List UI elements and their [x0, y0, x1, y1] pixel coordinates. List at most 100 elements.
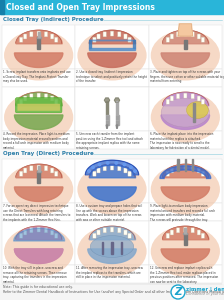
FancyBboxPatch shape: [93, 171, 96, 176]
Polygon shape: [15, 249, 63, 263]
Bar: [0, 284, 224, 300]
Circle shape: [92, 166, 94, 169]
Bar: [38, 166, 40, 171]
FancyBboxPatch shape: [37, 165, 40, 170]
Circle shape: [88, 170, 90, 172]
FancyBboxPatch shape: [170, 34, 173, 39]
Bar: [37, 171, 41, 172]
FancyBboxPatch shape: [176, 166, 180, 171]
Bar: [149, 203, 222, 221]
Bar: [75, 203, 149, 221]
FancyBboxPatch shape: [93, 37, 96, 42]
Text: Confidence in your hands: Confidence in your hands: [187, 292, 224, 296]
Bar: [116, 101, 118, 115]
Text: 1. Screw implant transfers onto implants and use
a Closed-tray Tray. The Implant: 1. Screw implant transfers onto implants…: [3, 70, 71, 83]
Circle shape: [98, 163, 101, 166]
Bar: [111, 242, 113, 254]
Ellipse shape: [78, 164, 146, 214]
Bar: [75, 159, 149, 203]
Ellipse shape: [90, 236, 134, 257]
FancyBboxPatch shape: [191, 228, 194, 233]
Bar: [75, 87, 149, 131]
Text: 5. Unscrew each transfer from the implant
position using the 1-Zimmer Hex tool a: 5. Unscrew each transfer from the implan…: [76, 132, 143, 150]
FancyBboxPatch shape: [191, 166, 194, 171]
FancyBboxPatch shape: [37, 227, 40, 232]
Bar: [193, 103, 195, 122]
Text: Closed and Open Tray Impressions: Closed and Open Tray Impressions: [6, 2, 155, 11]
FancyBboxPatch shape: [197, 96, 200, 101]
FancyBboxPatch shape: [19, 37, 23, 42]
Polygon shape: [15, 249, 63, 263]
Bar: [0, 0, 4, 14]
Polygon shape: [161, 249, 209, 263]
FancyBboxPatch shape: [55, 99, 58, 104]
FancyBboxPatch shape: [24, 168, 27, 173]
Bar: [75, 265, 149, 283]
FancyBboxPatch shape: [124, 34, 127, 39]
FancyBboxPatch shape: [118, 228, 121, 233]
FancyBboxPatch shape: [19, 233, 23, 238]
Text: zimmer | dental: zimmer | dental: [187, 287, 224, 292]
Ellipse shape: [161, 98, 209, 127]
Polygon shape: [15, 115, 63, 130]
FancyBboxPatch shape: [51, 34, 54, 39]
FancyBboxPatch shape: [191, 32, 194, 37]
FancyBboxPatch shape: [55, 171, 58, 176]
FancyBboxPatch shape: [170, 168, 173, 173]
Polygon shape: [161, 53, 209, 68]
Bar: [121, 242, 123, 254]
Polygon shape: [114, 98, 119, 102]
Bar: [183, 233, 187, 234]
Text: 2. Use a closed tray (indirect) impression
technique to select and positively re: 2. Use a closed tray (indirect) impressi…: [76, 70, 147, 83]
Bar: [38, 32, 40, 37]
Bar: [184, 228, 186, 233]
FancyBboxPatch shape: [197, 230, 200, 235]
FancyBboxPatch shape: [201, 171, 205, 176]
FancyBboxPatch shape: [30, 94, 33, 99]
Text: Z: Z: [174, 287, 182, 297]
Polygon shape: [89, 48, 135, 50]
FancyBboxPatch shape: [51, 96, 54, 101]
Polygon shape: [161, 187, 209, 202]
FancyBboxPatch shape: [103, 32, 106, 37]
FancyBboxPatch shape: [19, 99, 23, 104]
FancyBboxPatch shape: [24, 230, 27, 235]
Ellipse shape: [151, 30, 220, 80]
FancyBboxPatch shape: [44, 166, 48, 171]
FancyBboxPatch shape: [44, 32, 48, 37]
Circle shape: [115, 162, 118, 164]
FancyBboxPatch shape: [124, 168, 127, 173]
Polygon shape: [89, 40, 91, 48]
Bar: [37, 37, 40, 49]
FancyBboxPatch shape: [170, 96, 173, 101]
Ellipse shape: [151, 164, 220, 214]
Bar: [149, 25, 222, 69]
FancyBboxPatch shape: [51, 230, 54, 235]
FancyBboxPatch shape: [97, 168, 100, 173]
Polygon shape: [161, 115, 209, 130]
Text: Note: This guide is for educational use only.
Refer to the Zimmer Dental Handboo: Note: This guide is for educational use …: [3, 285, 224, 294]
Polygon shape: [88, 187, 136, 202]
Polygon shape: [88, 249, 136, 263]
Ellipse shape: [151, 92, 220, 142]
Bar: [75, 69, 149, 87]
FancyBboxPatch shape: [103, 166, 106, 171]
Bar: [184, 233, 187, 245]
Bar: [2, 69, 75, 87]
Ellipse shape: [78, 30, 146, 80]
FancyBboxPatch shape: [110, 227, 114, 232]
Text: Open Tray (Direct) Procedure: Open Tray (Direct) Procedure: [3, 151, 94, 156]
Circle shape: [123, 163, 126, 166]
FancyBboxPatch shape: [103, 228, 106, 233]
FancyBboxPatch shape: [30, 32, 33, 37]
FancyBboxPatch shape: [44, 94, 48, 99]
FancyBboxPatch shape: [201, 233, 205, 238]
Ellipse shape: [78, 226, 146, 277]
FancyBboxPatch shape: [184, 165, 187, 170]
Polygon shape: [105, 98, 110, 102]
Bar: [185, 159, 186, 171]
FancyBboxPatch shape: [24, 96, 27, 101]
Ellipse shape: [4, 30, 73, 80]
FancyBboxPatch shape: [166, 233, 169, 238]
Bar: [2, 221, 75, 265]
